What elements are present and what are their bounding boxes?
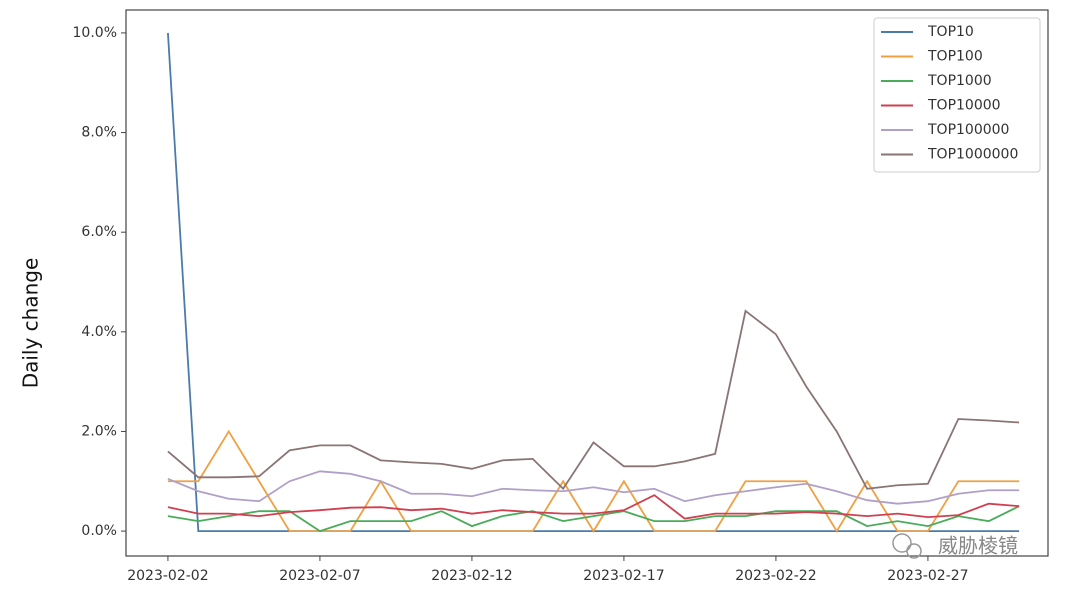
series-line — [167, 470, 1020, 505]
watermark-icon — [892, 533, 912, 553]
x-tick-label: 2023-02-12 — [431, 568, 512, 584]
y-axis-label: Daily change — [19, 258, 43, 389]
x-tick-label: 2023-02-17 — [583, 568, 664, 584]
y-tick-label: 8.0% — [81, 125, 117, 141]
legend-label: TOP100 — [927, 49, 983, 65]
series-line — [167, 494, 1020, 520]
watermark: 威胁棱镜 — [938, 534, 1018, 558]
legend-label: TOP10000 — [927, 98, 1001, 114]
y-tick-label: 0.0% — [81, 523, 117, 539]
legend-label: TOP10 — [927, 24, 974, 40]
legend-label: TOP100000 — [927, 122, 1009, 138]
series-line — [167, 429, 1020, 533]
legend-label: TOP1000000 — [927, 147, 1018, 163]
x-tick-label: 2023-02-27 — [887, 568, 968, 584]
x-tick-label: 2023-02-22 — [735, 568, 816, 584]
legend-label: TOP1000 — [927, 73, 992, 89]
x-tick-label: 2023-02-02 — [127, 568, 208, 584]
y-tick-label: 2.0% — [81, 423, 117, 439]
x-tick-label: 2023-02-07 — [279, 568, 360, 584]
legend-box — [873, 17, 1041, 173]
y-tick-label: 4.0% — [81, 324, 117, 340]
watermark-icon — [906, 543, 922, 559]
series-line — [167, 309, 1020, 491]
y-tick-label: 10.0% — [73, 25, 117, 41]
y-tick-label: 6.0% — [81, 224, 117, 240]
series-line — [167, 505, 1020, 533]
